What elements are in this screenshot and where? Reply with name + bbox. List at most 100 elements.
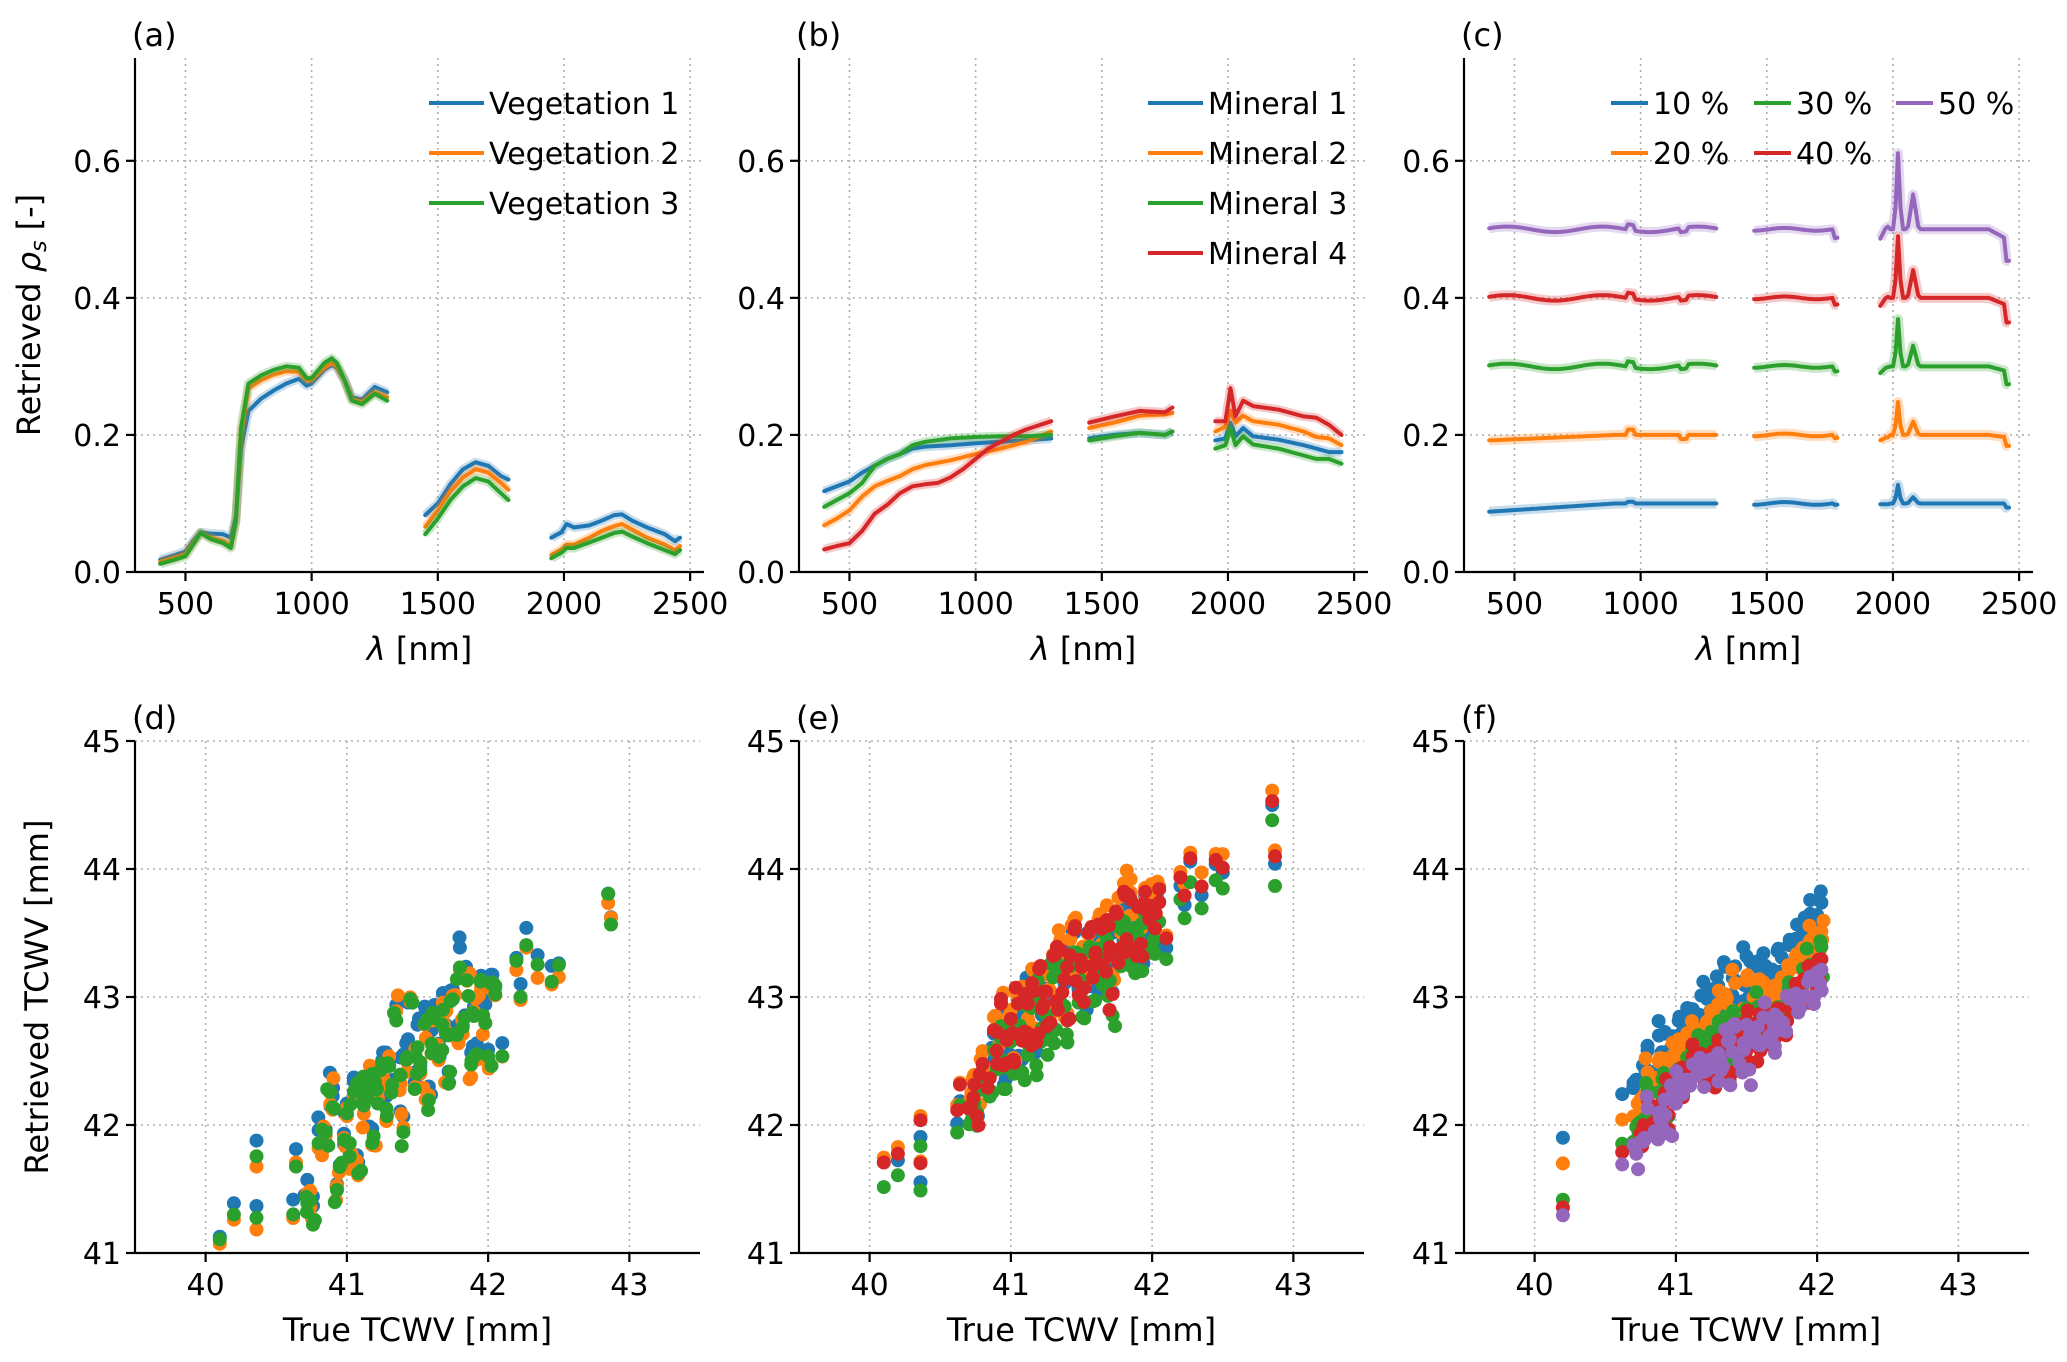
scatter-point-mineral3 — [1108, 1019, 1122, 1034]
scatter-point-vegetation3 — [369, 1082, 384, 1097]
series-line-40pct — [1878, 234, 2011, 325]
scatter-point-mineral4 — [1102, 918, 1116, 933]
scatter-point-vegetation3 — [601, 886, 616, 901]
scatter-point-vegetation1 — [249, 1133, 264, 1148]
scatter-point-vegetation2 — [462, 1072, 477, 1087]
x-tick-label: 40 — [851, 1268, 889, 1303]
x-tick-label: 2000 — [1855, 587, 1931, 622]
scatter-point-50 — [1658, 1108, 1673, 1123]
scatter-point-50 — [1639, 1089, 1654, 1104]
series-line-10pct — [1752, 500, 1840, 507]
x-tick-label: 43 — [610, 1268, 648, 1303]
scatter-point-50 — [1555, 1208, 1570, 1223]
legend-label: Vegetation 3 — [489, 187, 679, 222]
scatter-point-50 — [1711, 1074, 1726, 1089]
scatter-point-vegetation3 — [387, 1006, 401, 1020]
scatter-point-mineral4 — [1152, 882, 1167, 897]
y-tick-label: 0.6 — [737, 145, 785, 180]
y-tick-label: 0.2 — [1402, 419, 1450, 454]
scatter-point-vegetation3 — [342, 1136, 357, 1151]
legend-label: Mineral 1 — [1208, 87, 1347, 122]
scatter-point-vegetation2 — [475, 1027, 490, 1042]
scatter-point-50 — [1791, 1005, 1806, 1020]
x-tick-label: 1000 — [937, 587, 1013, 622]
x-tick-label: 500 — [821, 587, 878, 622]
y-tick-label: 44 — [747, 853, 785, 888]
scatter-point-vegetation3 — [249, 1149, 264, 1164]
scatter-point-vegetation3 — [421, 1103, 436, 1118]
x-tick-label: 2000 — [526, 587, 602, 622]
scatter-point-mineral4 — [1159, 931, 1174, 946]
scatter-point-mineral4 — [1102, 940, 1117, 955]
x-tick-label: 500 — [157, 587, 214, 622]
x-tick-label: 42 — [1133, 1268, 1171, 1303]
panel-label: (d) — [132, 699, 177, 737]
series-line-vegetation-1 — [423, 460, 511, 518]
scatter-point-mineral4 — [1085, 959, 1100, 973]
scatter-point-20 — [1740, 968, 1755, 983]
x-tick-label: 41 — [1657, 1268, 1695, 1303]
scatter-point-mineral4 — [994, 991, 1008, 1006]
scatter-point-mineral4 — [989, 1043, 1004, 1058]
scatter-point-mineral4 — [1076, 995, 1091, 1010]
y-axis-label: Retrieved ρs [-] — [10, 194, 52, 436]
y-tick-label: 0.2 — [737, 419, 785, 454]
legend-label: 30 % — [1796, 87, 1872, 122]
scatter-point-vegetation3 — [321, 1138, 336, 1153]
x-tick-label: 1000 — [1602, 587, 1678, 622]
scatter-point-30 — [1726, 1004, 1741, 1019]
scatter-point-50 — [1812, 975, 1826, 990]
scatter-point-mineral3 — [1029, 1058, 1044, 1073]
y-tick-label: 0.0 — [737, 556, 785, 591]
scatter-point-mineral4 — [1116, 945, 1131, 960]
scatter-point-mineral4 — [1268, 849, 1282, 864]
legend-label: Mineral 3 — [1208, 187, 1347, 222]
scatter-point-vegetation1 — [519, 920, 534, 935]
scatter-point-mineral4 — [1085, 970, 1100, 985]
scatter-point-40 — [1685, 1037, 1700, 1052]
scatter-point-mineral4 — [1036, 984, 1051, 999]
scatter-point-mineral4 — [1119, 932, 1134, 947]
scatter-point-vegetation1 — [249, 1199, 264, 1213]
x-tick-label: 42 — [1798, 1268, 1836, 1303]
x-tick-label: 1000 — [273, 587, 349, 622]
scatter-point-mineral3 — [1040, 1047, 1055, 1062]
scatter-point-40 — [1740, 1003, 1755, 1018]
scatter-point-mineral4 — [1062, 1011, 1077, 1026]
series-line-mineral-2 — [822, 429, 1054, 528]
x-tick-label: 43 — [1939, 1268, 1977, 1303]
series-line-40pct — [1752, 294, 1840, 307]
scatter-point-mineral4 — [1060, 960, 1075, 975]
x-tick-label: 43 — [1274, 1268, 1312, 1303]
scatter-point-50 — [1651, 1132, 1665, 1147]
scatter-point-mineral4 — [876, 1155, 891, 1170]
scatter-point-10 — [1814, 895, 1829, 910]
scatter-point-50 — [1757, 995, 1772, 1010]
scatter-point-mineral2 — [988, 1008, 1003, 1023]
scatter-point-30 — [1638, 1076, 1653, 1090]
rho-symbol: ρ — [10, 252, 48, 272]
scatter-point-vegetation3 — [530, 957, 545, 972]
scatter-point-vegetation3 — [413, 1055, 428, 1070]
scatter-point-vegetation3 — [286, 1207, 301, 1222]
x-tick-label: 40 — [1516, 1268, 1554, 1303]
scatter-point-mineral4 — [1099, 964, 1113, 979]
scatter-point-mineral3 — [1265, 813, 1280, 828]
scatter-point-50 — [1743, 1078, 1758, 1093]
scatter-point-vegetation3 — [495, 1049, 510, 1064]
series-line-20pct — [1752, 431, 1840, 441]
scatter-point-vegetation3 — [519, 938, 534, 953]
series-line-vegetation-3 — [158, 356, 390, 566]
scatter-point-vegetation3 — [303, 1193, 318, 1208]
x-tick-label: 1500 — [1729, 587, 1805, 622]
scatter-point-mineral4 — [1051, 1002, 1065, 1017]
scatter-point-vegetation3 — [407, 1082, 422, 1097]
scatter-point-vegetation3 — [342, 1149, 357, 1164]
series-line-vegetation-3 — [549, 529, 682, 561]
x-axis-label: True TCWV [mm] — [282, 1311, 552, 1349]
lambda-symbol: λ — [1694, 630, 1715, 668]
scatter-point-mineral3 — [1046, 970, 1061, 985]
scatter-point-mineral4 — [1057, 972, 1072, 987]
y-tick-label: 44 — [1412, 853, 1450, 888]
scatter-point-50 — [1615, 1157, 1630, 1172]
